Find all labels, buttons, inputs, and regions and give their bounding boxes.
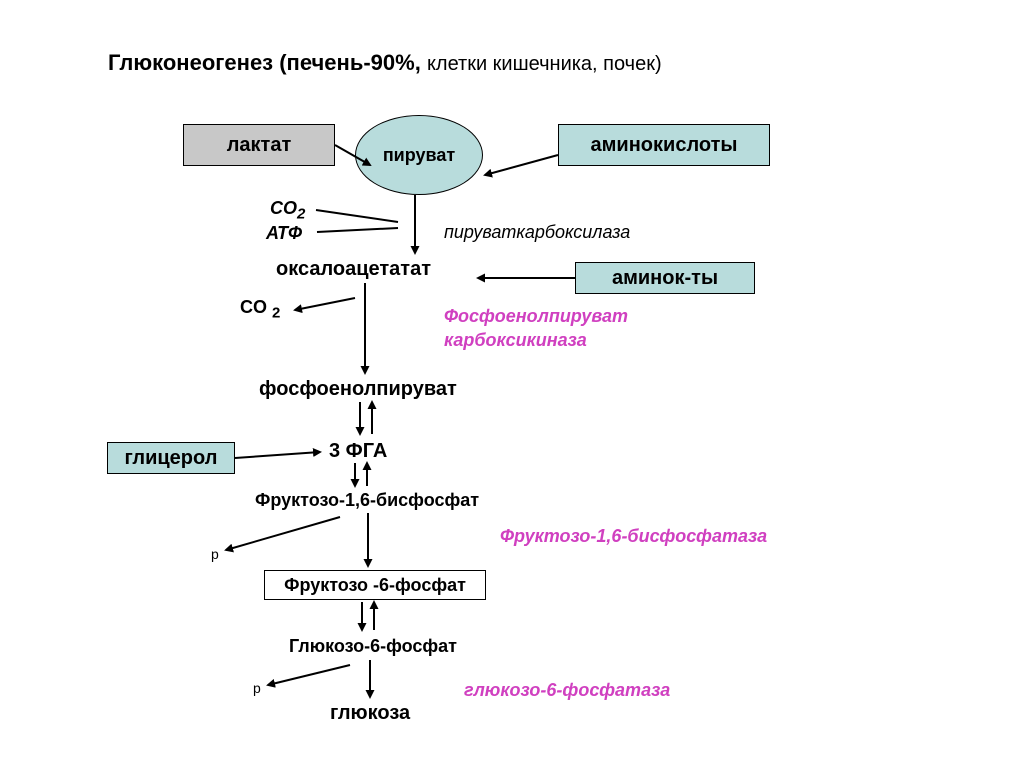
- label-phosphoenolpyruvate: фосфоенолпируват: [259, 378, 457, 401]
- label-oxaloacetate: оксалоацетатат: [276, 258, 431, 281]
- label-phosphate-2: р: [253, 680, 261, 696]
- box-f6p-label: Фруктозо -6-фосфат: [284, 575, 466, 596]
- label-pyruvate-carboxylase: пируваткарбоксилаза: [444, 222, 630, 243]
- label-phosphate-1: р: [211, 546, 219, 562]
- arrows-layer: [0, 0, 1024, 768]
- box-glycerol-label: глицерол: [125, 447, 218, 470]
- label-co2-1: CO2: [270, 198, 305, 223]
- label-glucose: глюкоза: [330, 702, 410, 725]
- label-co2-2: CO 2: [240, 297, 280, 322]
- label-pepck-1: Фосфоенолпируват: [444, 306, 628, 327]
- label-atp: АТФ: [266, 223, 302, 244]
- box-lactate: лактат: [183, 124, 335, 166]
- box-amino-acids-2: аминок-ты: [575, 262, 755, 294]
- label-glucose-6-phosphate: Глюкозо-6-фосфат: [289, 636, 457, 657]
- label-fructose-16-bisphosphate: Фруктозо-1,6-бисфосфат: [255, 490, 479, 511]
- box-amino-acids: аминокислоты: [558, 124, 770, 166]
- circle-pyruvate-label: пируват: [383, 145, 455, 166]
- circle-pyruvate: пируват: [355, 115, 483, 195]
- title-sub: клетки кишечника, почек): [427, 53, 662, 75]
- title-main: Глюконеогенез (печень-90%,: [108, 50, 427, 75]
- page-title: Глюконеогенез (печень-90%, клетки кишечн…: [108, 50, 662, 76]
- label-pepck-2: карбоксикиназа: [444, 330, 587, 351]
- box-lactate-label: лактат: [227, 134, 292, 157]
- label-3fga: 3 ФГА: [329, 440, 387, 463]
- box-glycerol: глицерол: [107, 442, 235, 474]
- box-amino1-label: аминокислоты: [591, 134, 738, 157]
- label-glucose-6-phosphatase: глюкозо-6-фосфатаза: [464, 680, 670, 701]
- label-fructose-16-bisphosphatase: Фруктозо-1,6-бисфосфатаза: [500, 526, 767, 547]
- box-fructose-6-phosphate: Фруктозо -6-фосфат: [264, 570, 486, 600]
- box-amino2-label: аминок-ты: [612, 267, 718, 290]
